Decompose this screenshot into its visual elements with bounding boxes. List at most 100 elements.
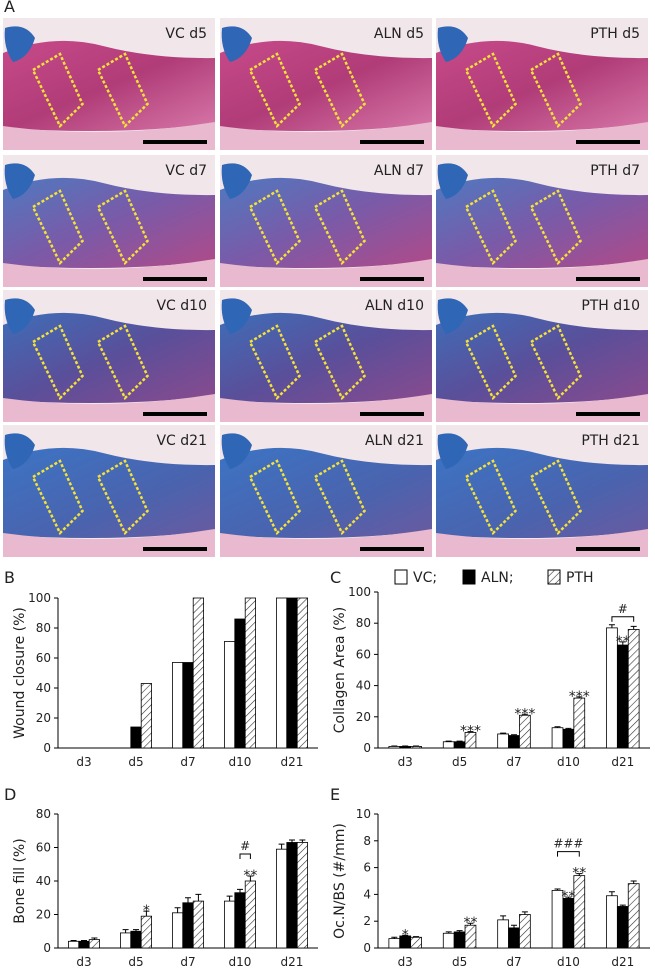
- legend-label: VC;: [413, 570, 437, 586]
- annotation: **: [572, 866, 586, 882]
- bar: [297, 842, 307, 948]
- y-tick-label: 40: [356, 679, 371, 693]
- y-tick-label: 2: [363, 914, 371, 928]
- image-label: PTH d10: [581, 298, 640, 314]
- bar: [224, 901, 234, 948]
- y-tick-label: 10: [356, 807, 371, 821]
- bar: [617, 645, 628, 748]
- error-bar: [123, 930, 129, 933]
- annotation: *: [143, 903, 150, 919]
- bar: [617, 906, 628, 948]
- bar: [193, 901, 203, 948]
- bar: [411, 937, 422, 948]
- x-tick-label: d21: [611, 955, 634, 969]
- bar: [276, 598, 286, 748]
- bar: [224, 642, 234, 749]
- x-tick-label: d21: [611, 755, 634, 769]
- bar: [563, 729, 574, 748]
- x-tick-label: d21: [281, 955, 304, 969]
- error-bar: [631, 881, 637, 884]
- y-tick-label: 0: [363, 741, 371, 755]
- panel-letter: A: [4, 0, 15, 16]
- bar: [552, 728, 563, 748]
- x-tick-label: d3: [76, 955, 91, 969]
- annotation: **: [463, 915, 477, 931]
- x-tick-label: d10: [557, 755, 580, 769]
- bar: [498, 734, 509, 748]
- bar: [574, 876, 585, 948]
- image-label: ALN d21: [365, 433, 424, 449]
- bar: [411, 746, 422, 748]
- x-tick-label: d3: [398, 955, 413, 969]
- y-tick-label: 4: [363, 887, 371, 901]
- bar: [563, 898, 574, 948]
- bar: [287, 598, 297, 748]
- image-label: VC d21: [156, 433, 207, 449]
- bar: [519, 915, 530, 949]
- y-tick-label: 0: [43, 941, 51, 955]
- annotation: #: [618, 602, 628, 616]
- image-label: VC d7: [165, 163, 207, 179]
- y-tick-label: 100: [348, 585, 371, 599]
- error-bar: [609, 625, 615, 628]
- y-tick-label: 20: [36, 711, 51, 725]
- x-tick-label: d5: [452, 755, 467, 769]
- bar: [574, 698, 585, 748]
- annotation: **: [243, 868, 257, 884]
- legend-label: PTH: [566, 570, 594, 586]
- bar: [498, 920, 509, 948]
- legend-swatch: [395, 570, 407, 584]
- x-tick-label: d7: [506, 755, 521, 769]
- y-tick-label: 80: [36, 621, 51, 635]
- bar: [245, 881, 255, 948]
- annotation: ***: [569, 689, 590, 705]
- y-tick-label: 60: [356, 647, 371, 661]
- x-tick-label: d3: [398, 755, 413, 769]
- bar: [235, 893, 245, 948]
- error-bar: [185, 898, 191, 903]
- x-tick-label: d21: [281, 755, 304, 769]
- y-tick-label: 40: [36, 681, 51, 695]
- image-label: VC d5: [165, 26, 207, 42]
- x-tick-label: d10: [229, 755, 252, 769]
- y-axis-title: Wound closure (%): [12, 607, 28, 739]
- bar: [287, 842, 297, 948]
- y-axis-title: Collagen Area (%): [332, 607, 348, 733]
- bar: [454, 932, 465, 948]
- y-tick-label: 8: [363, 834, 371, 848]
- error-bar: [195, 894, 201, 901]
- error-bar: [609, 892, 615, 896]
- image-label: ALN d5: [374, 26, 424, 42]
- annotation: #: [240, 839, 250, 853]
- image-label: ALN d7: [374, 163, 424, 179]
- bar: [131, 931, 141, 948]
- bar: [443, 933, 454, 948]
- image-label: PTH d7: [590, 163, 640, 179]
- image-label: VC d10: [156, 298, 207, 314]
- y-axis-title: Bone fill (%): [12, 838, 28, 923]
- error-bar: [237, 889, 243, 892]
- bar: [628, 629, 639, 748]
- bar: [454, 742, 465, 748]
- bar: [297, 598, 307, 748]
- y-tick-label: 20: [356, 710, 371, 724]
- x-tick-label: d7: [180, 955, 195, 969]
- bar: [68, 941, 78, 948]
- x-tick-label: d10: [557, 955, 580, 969]
- y-tick-label: 100: [28, 591, 51, 605]
- panel-letter: E: [330, 785, 340, 804]
- image-label: ALN d10: [365, 298, 424, 314]
- bar: [79, 941, 89, 948]
- significance-bracket: [240, 854, 250, 859]
- bar: [509, 736, 520, 748]
- bar: [183, 663, 193, 749]
- bar: [389, 746, 400, 748]
- bar: [172, 663, 182, 749]
- bar: [628, 884, 639, 948]
- bar: [193, 598, 203, 748]
- bar: [183, 903, 193, 948]
- panel-letter: C: [330, 568, 341, 587]
- bar: [276, 849, 286, 948]
- annotation: ***: [460, 724, 481, 740]
- annotation: *: [402, 927, 409, 943]
